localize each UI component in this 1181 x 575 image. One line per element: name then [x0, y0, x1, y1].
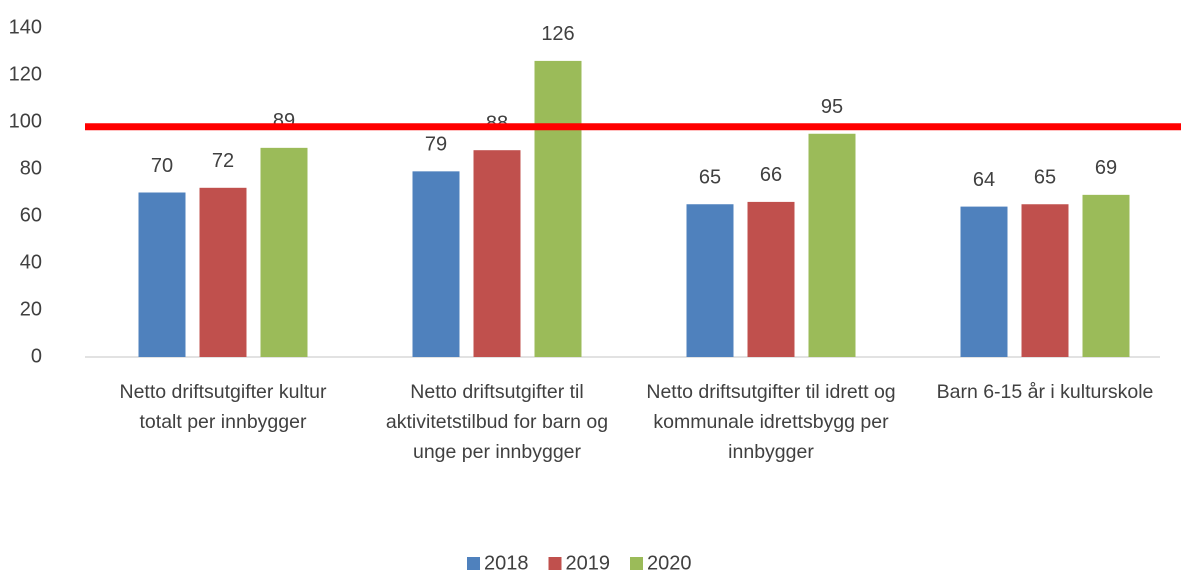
bar	[534, 60, 582, 358]
legend-swatch	[548, 557, 562, 570]
bar	[412, 171, 460, 357]
data-label: 126	[541, 23, 574, 45]
data-label: 79	[425, 134, 447, 156]
bar	[686, 204, 734, 357]
bar	[199, 187, 247, 357]
data-label: 66	[760, 164, 782, 186]
bar	[138, 192, 186, 357]
legend-label: 2019	[566, 552, 611, 574]
bar	[960, 206, 1008, 357]
y-tick-label: 0	[31, 345, 42, 367]
bar	[1082, 194, 1130, 357]
data-label: 70	[151, 155, 173, 177]
data-label: 95	[821, 96, 843, 118]
bar	[808, 133, 856, 357]
x-tick-label: Barn 6-15 år i kulturskole	[936, 381, 1154, 403]
y-tick-label: 120	[9, 63, 42, 85]
legend-label: 2020	[647, 552, 692, 574]
y-tick-label: 60	[20, 204, 42, 226]
bar	[260, 147, 308, 357]
y-tick-label: 140	[9, 16, 42, 38]
y-tick-label: 80	[20, 157, 42, 179]
data-label: 65	[1034, 167, 1056, 189]
x-tick-label: Netto driftsutgifter til idrett og kommu…	[646, 381, 896, 463]
data-label: 72	[212, 150, 234, 172]
y-tick-label: 20	[20, 298, 42, 320]
x-tick-label: Netto driftsutgifter kultur totalt per i…	[119, 381, 327, 433]
data-label: 69	[1095, 157, 1117, 179]
y-tick-label: 40	[20, 251, 42, 273]
bar	[1021, 204, 1069, 357]
y-tick-label: 100	[9, 110, 42, 132]
bar	[747, 201, 795, 357]
bar	[473, 150, 521, 357]
legend-swatch	[630, 557, 643, 570]
data-label: 65	[699, 167, 721, 189]
legend-label: 2018	[484, 552, 529, 574]
x-tick-label: Netto driftsutgifter til aktivitetstilbu…	[385, 381, 609, 463]
data-label: 64	[973, 169, 995, 191]
legend-swatch	[467, 557, 480, 570]
